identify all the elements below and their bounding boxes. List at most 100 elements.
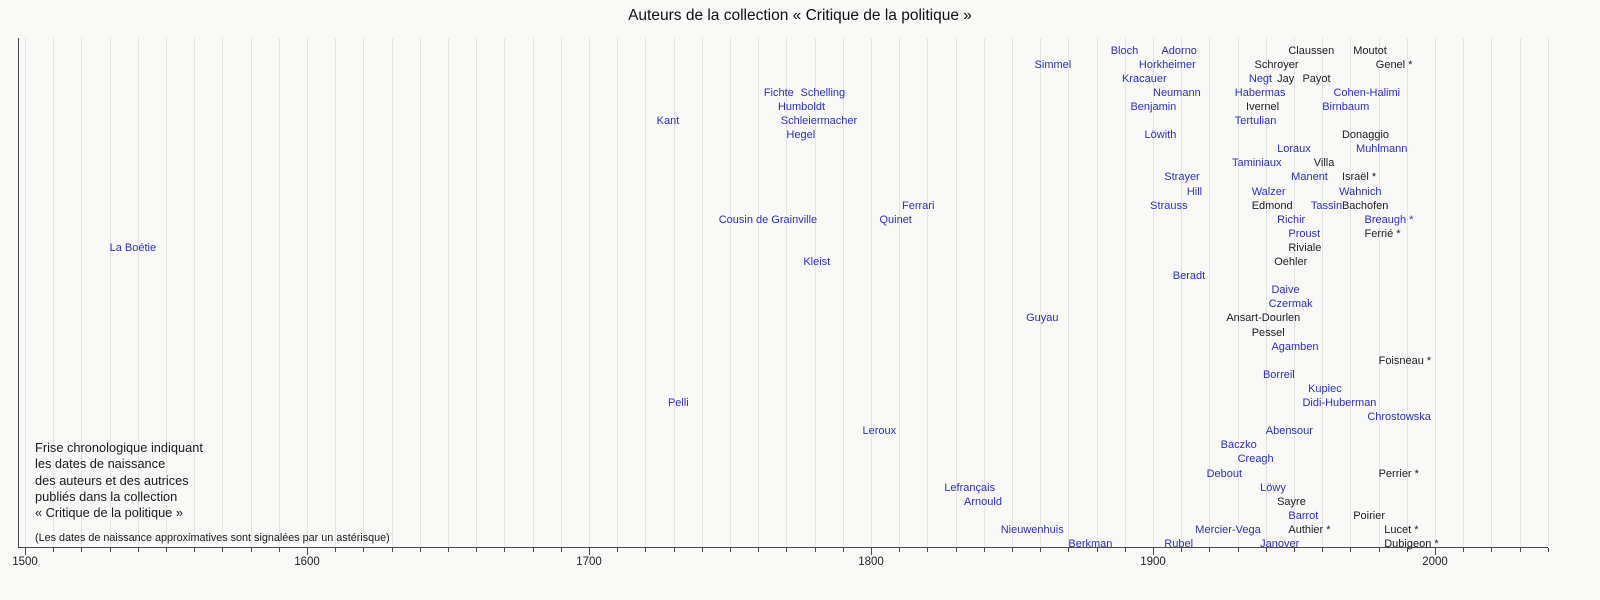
gridline [1406,38,1408,547]
gridline [1237,38,1239,547]
author-label[interactable]: Leroux [862,425,897,438]
author-label[interactable]: Agamben [1271,340,1319,353]
author-label[interactable]: Habermas [1234,86,1286,99]
axis-tick [137,548,139,552]
axis-tick [1378,548,1380,552]
author-label[interactable]: Abensour [1265,425,1313,438]
axis-tick [335,548,337,552]
author-label[interactable]: Kracauer [1121,72,1167,85]
author-label[interactable]: Cousin de Grainville [718,213,818,226]
author-label[interactable]: Neumann [1153,86,1201,99]
axis-tick [166,548,167,552]
caption-line: « Critique de la politique » [35,505,183,521]
author-label[interactable]: Kant [656,115,680,127]
author-label[interactable]: Kleist [803,256,831,268]
author-label[interactable]: Creagh [1237,453,1274,466]
author-label[interactable]: Rubel [1164,538,1194,550]
author-label[interactable]: Wahnich [1339,185,1382,198]
author-label[interactable]: Beradt [1172,270,1206,283]
gridline [81,38,83,547]
author-label[interactable]: Loraux [1277,143,1311,156]
author-label[interactable]: Fichte [763,86,794,99]
author-label[interactable]: Pelli [667,397,689,409]
author-label[interactable]: Benjamin [1130,100,1177,113]
author-label[interactable]: Janover [1260,538,1300,550]
author-label[interactable]: La Boétie [109,241,157,254]
author-label: Moutot [1353,44,1387,57]
axis-tick [1153,548,1154,555]
axis-tick [307,548,308,555]
y-axis-line [18,38,19,547]
axis-tick [1547,548,1549,552]
author-label[interactable]: Quinet [879,213,912,226]
author-label[interactable]: Czermak [1268,298,1313,311]
author-label[interactable]: Hill [1186,185,1203,198]
author-label[interactable]: Ferrari [902,199,935,212]
axis-tick [53,548,55,552]
axis-tick [1350,548,1352,552]
author-label[interactable]: Mercier-Vega [1195,523,1261,536]
axis-tick [109,548,111,552]
author-label[interactable]: Walzer [1251,185,1286,198]
author-label[interactable]: Didi-Huberman [1302,397,1377,409]
author-label[interactable]: Hegel [786,129,816,142]
gridline [1322,38,1324,547]
author-label[interactable]: Nieuwenhuis [1000,523,1064,536]
author-label[interactable]: Richir [1277,213,1306,226]
author-label[interactable]: Birnbaum [1322,100,1370,113]
gridline [476,38,478,547]
gridline [758,38,760,547]
axis-tick [814,548,816,552]
author-label[interactable]: Strauss [1150,199,1188,212]
gridline [730,38,731,547]
author-label[interactable]: Proust [1288,227,1321,240]
author-label[interactable]: Debout [1206,467,1243,480]
author-label[interactable]: Cohen-Halimi [1333,86,1401,99]
gridline [927,38,929,547]
author-label[interactable]: Borreil [1262,368,1295,381]
gridline [166,38,167,547]
author-label[interactable]: Kupiec [1308,382,1342,395]
axis-tick [504,548,506,552]
author-label[interactable]: Guyau [1026,312,1059,325]
author-label[interactable]: Barrot [1288,509,1319,522]
author-label[interactable]: Löwith [1144,129,1177,142]
caption-text: Frise chronologique indiquant les dates d… [35,440,203,521]
author-label[interactable]: Adorno [1161,44,1197,57]
author-label[interactable]: Tassin [1310,199,1343,212]
author-label[interactable]: Baczko [1220,439,1257,452]
author-label[interactable]: Breaugh * [1364,213,1414,226]
author-label[interactable]: Humboldt [777,100,826,113]
author-label[interactable]: Daive [1271,284,1300,297]
gridline [645,38,647,547]
author-label[interactable]: Taminiaux [1231,157,1282,170]
author-label[interactable]: Simmel [1034,58,1072,71]
author-label[interactable]: Muhlmann [1356,143,1408,156]
author-label[interactable]: Manent [1291,171,1328,184]
axis-tick [871,548,872,555]
author-label: Schroyer [1254,58,1299,71]
author-label[interactable]: Bloch [1110,44,1139,57]
axis-tick [448,548,449,552]
author-label[interactable]: Berkman [1068,538,1113,550]
axis-tick [1096,548,1098,552]
gridline [899,38,901,547]
gridline [871,38,872,547]
author-label[interactable]: Arnould [964,495,1002,508]
gridline [278,38,280,547]
gridline [1209,38,1211,547]
author-label[interactable]: Horkheimer [1138,58,1196,71]
author-label[interactable]: Löwy [1260,481,1286,494]
author-label[interactable]: Lefrançais [944,481,996,494]
author-label[interactable]: Chrostowska [1367,411,1431,424]
axis-tick [730,548,731,552]
gridline [1491,38,1493,547]
author-label[interactable]: Schelling [800,86,846,99]
author-label[interactable]: Schleiermacher [780,115,858,127]
author-label[interactable]: Negt [1248,72,1273,85]
author-label[interactable]: Strayer [1164,171,1200,184]
gridline [25,38,26,547]
author-label: Claussen [1288,44,1335,57]
author-label[interactable]: Tertulian [1234,115,1277,127]
author-label: Ansart-Dourlen [1226,312,1301,325]
